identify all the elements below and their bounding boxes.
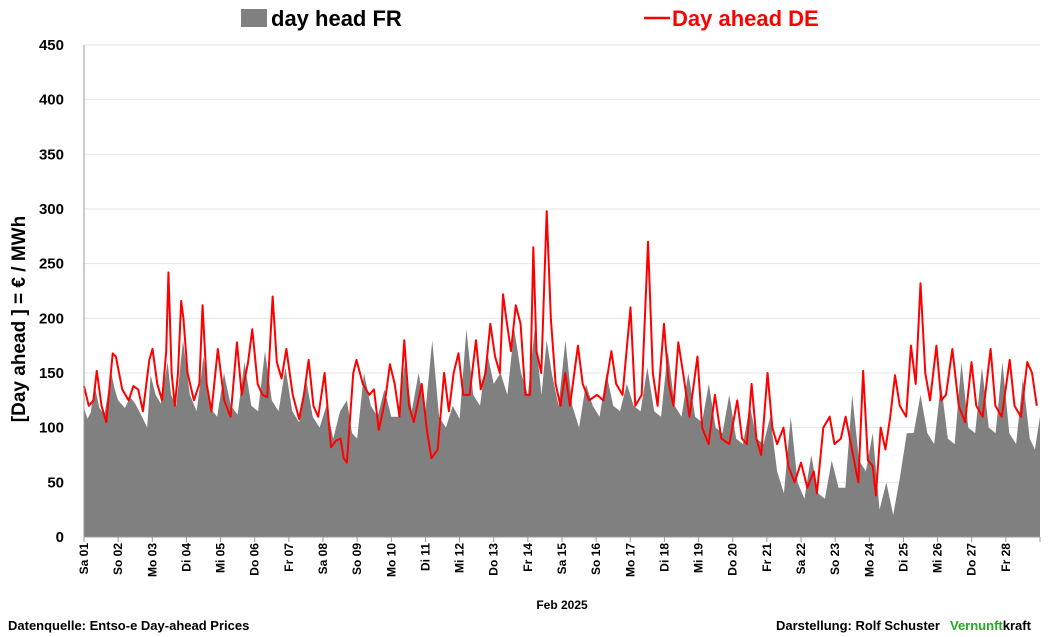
x-tick-label: Mo 03 — [145, 543, 159, 577]
x-tick-label: Mo 24 — [862, 543, 876, 577]
y-tick-label-350: 350 — [39, 146, 64, 163]
x-tick-label: Di 04 — [179, 543, 193, 572]
footer-credit: Darstellung: Rolf Schuster — [776, 618, 940, 633]
y-axis-title: [Day ahead ] = € / MWh — [9, 216, 30, 422]
footer-source: Datenquelle: Entso-e Day-ahead Prices — [8, 618, 249, 633]
y-tick-label-400: 400 — [39, 92, 64, 109]
x-tick-label: So 23 — [828, 543, 842, 575]
fr-area-series — [84, 329, 1040, 537]
y-tick-label-250: 250 — [39, 256, 64, 273]
x-tick-label: Fr 07 — [282, 543, 296, 572]
x-tick-label: Sa 01 — [77, 543, 91, 575]
brand-black-part: kraft — [1003, 618, 1032, 633]
de-line-path — [83, 210, 1038, 497]
y-tick-label-300: 300 — [39, 201, 64, 218]
x-tick-label: Mi 12 — [453, 543, 467, 573]
footer-brand: Vernunftkraft — [950, 618, 1032, 633]
y-tick-label-150: 150 — [39, 365, 64, 382]
x-tick-label: Sa 08 — [316, 543, 330, 575]
x-tick-label: Do 13 — [487, 543, 501, 576]
axes — [83, 45, 1041, 542]
x-tick-label: Di 18 — [657, 543, 671, 572]
fr-area-path — [84, 329, 1040, 537]
y-tick-label-0: 0 — [56, 529, 64, 546]
x-tick-label: Fr 28 — [999, 543, 1013, 572]
y-tick-label-450: 450 — [39, 37, 64, 54]
x-tick-label: Fr 14 — [521, 543, 535, 572]
x-tick-label: Do 06 — [248, 543, 262, 576]
x-tick-label: So 02 — [111, 543, 125, 575]
x-tick-label: Do 27 — [965, 543, 979, 576]
y-tick-label-50: 50 — [47, 474, 64, 491]
x-tick-label: Sa 22 — [794, 543, 808, 575]
x-tick-label: Do 20 — [726, 543, 740, 576]
legend-label-fr: day head FR — [271, 6, 402, 31]
x-tick-labels: Sa 01 So 02 Mo 03 Di 04 Mi 05 Do 06 Fr 07 Sa 08… — [77, 543, 1013, 577]
x-tick-label: Mi 05 — [214, 543, 228, 573]
y-tick-label-100: 100 — [39, 420, 64, 437]
x-tick-label: Fr 21 — [760, 543, 774, 572]
x-tick-label: So 09 — [350, 543, 364, 575]
x-tick-label: Di 25 — [896, 543, 910, 572]
brand-green-part: Vernunft — [950, 618, 1003, 633]
legend-label-de: Day ahead DE — [672, 6, 819, 31]
x-tick-label: Mi 19 — [692, 543, 706, 573]
x-tick-label: Mo 10 — [384, 543, 398, 577]
x-axis-title: Feb 2025 — [536, 598, 588, 612]
y-tick-labels: 0 50 100 150 200 250 300 350 400 450 — [39, 37, 64, 546]
legend-swatch-fr — [241, 9, 267, 27]
x-tick-label: Mo 17 — [623, 543, 637, 577]
y-tick-label-200: 200 — [39, 310, 64, 327]
x-tick-label: Sa 15 — [555, 543, 569, 575]
x-tick-label: Di 11 — [418, 543, 432, 571]
x-tick-label: So 16 — [589, 543, 603, 575]
de-line-series — [83, 210, 1038, 497]
x-tick-label: Mi 26 — [931, 543, 945, 573]
